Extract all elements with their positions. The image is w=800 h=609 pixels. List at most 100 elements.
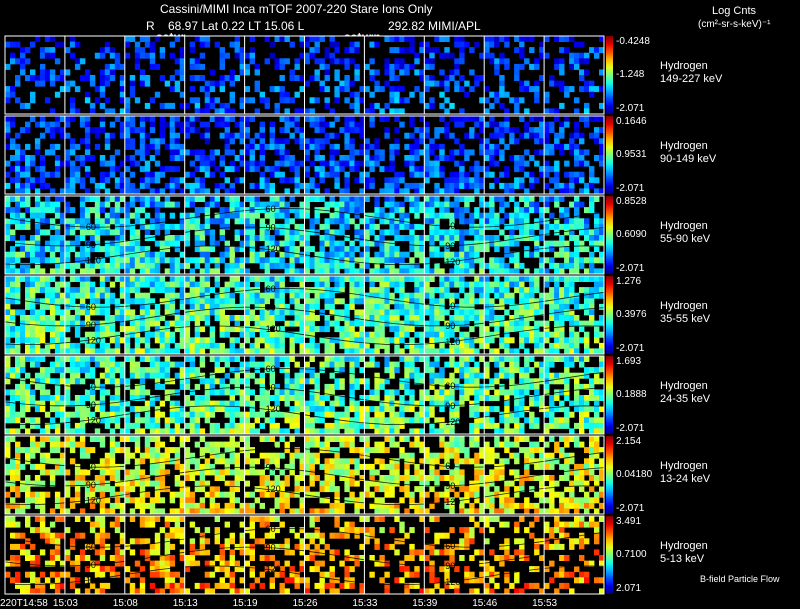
heatmap-cell bbox=[394, 149, 400, 156]
heatmap-cell bbox=[144, 229, 151, 236]
heatmap-cell bbox=[25, 326, 31, 333]
heatmap-cell bbox=[15, 367, 21, 374]
heatmap-cell bbox=[44, 292, 51, 299]
heatmap-cell bbox=[244, 331, 250, 338]
heatmap-cell bbox=[369, 121, 375, 128]
heatmap-cell bbox=[289, 378, 295, 385]
heatmap-cell bbox=[34, 229, 41, 236]
heatmap-cell bbox=[349, 326, 355, 333]
heatmap-cell bbox=[174, 372, 181, 379]
heatmap-cell bbox=[439, 188, 445, 195]
heatmap-cell bbox=[34, 80, 41, 87]
heatmap-cell bbox=[334, 395, 340, 401]
heatmap-cell bbox=[409, 182, 415, 189]
heatmap-cell bbox=[349, 383, 355, 390]
heatmap-cell bbox=[59, 378, 66, 385]
heatmap-cell bbox=[494, 63, 500, 70]
heatmap-cell bbox=[109, 320, 116, 327]
heatmap-cell bbox=[469, 281, 475, 288]
heatmap-cell bbox=[229, 251, 235, 258]
heatmap-cell bbox=[344, 262, 350, 269]
heatmap-cell bbox=[524, 348, 530, 355]
heatmap-cell bbox=[109, 257, 116, 264]
heatmap-cell bbox=[509, 281, 515, 288]
heatmap-cell bbox=[434, 218, 440, 225]
heatmap-cell bbox=[274, 303, 280, 310]
heatmap-cell bbox=[169, 287, 176, 294]
heatmap-cell bbox=[389, 262, 395, 269]
heatmap-cell bbox=[224, 383, 230, 390]
heatmap-cell bbox=[309, 52, 315, 59]
heatmap-cell bbox=[69, 367, 76, 374]
heatmap-cell bbox=[44, 315, 51, 321]
heatmap-cell bbox=[504, 116, 510, 122]
heatmap-cell bbox=[439, 212, 445, 219]
heatmap-cell bbox=[164, 102, 171, 109]
heatmap-cell bbox=[184, 218, 191, 225]
heatmap-cell bbox=[299, 320, 305, 327]
heatmap-cell bbox=[39, 212, 46, 219]
heatmap-cell bbox=[10, 138, 16, 145]
heatmap-cell bbox=[279, 75, 285, 81]
heatmap-cell bbox=[279, 196, 285, 202]
heatmap-cell bbox=[494, 91, 500, 98]
heatmap-cell bbox=[529, 223, 535, 230]
heatmap-cell bbox=[484, 276, 490, 282]
heatmap-cell bbox=[274, 383, 280, 390]
heatmap-cell bbox=[534, 251, 540, 258]
heatmap-cell bbox=[314, 292, 320, 299]
heatmap-cell bbox=[264, 320, 270, 327]
heatmap-cell bbox=[109, 292, 116, 299]
heatmap-cell bbox=[269, 367, 275, 374]
heatmap-cell bbox=[574, 348, 580, 355]
heatmap-cell bbox=[294, 188, 300, 195]
heatmap-cell bbox=[449, 201, 455, 208]
heatmap-cell bbox=[149, 395, 156, 401]
heatmap-cell bbox=[264, 348, 270, 355]
heatmap-cell bbox=[294, 182, 300, 189]
heatmap-cell bbox=[384, 251, 390, 258]
heatmap-cell bbox=[204, 309, 211, 316]
heatmap-cell bbox=[394, 298, 400, 305]
heatmap-cell bbox=[314, 395, 320, 401]
heatmap-cell bbox=[254, 80, 260, 87]
heatmap-cell bbox=[279, 240, 285, 247]
heatmap-cell bbox=[269, 262, 275, 269]
heatmap-cell bbox=[234, 287, 240, 294]
heatmap-cell bbox=[554, 177, 560, 184]
heatmap-cell bbox=[354, 411, 360, 418]
heatmap-cell bbox=[134, 207, 141, 214]
heatmap-cell bbox=[544, 149, 550, 156]
heatmap-cell bbox=[269, 121, 275, 128]
heatmap-cell bbox=[394, 143, 400, 150]
heatmap-cell bbox=[154, 240, 161, 247]
heatmap-cell bbox=[494, 97, 500, 104]
heatmap-cell bbox=[369, 108, 375, 115]
heatmap-cell bbox=[34, 315, 41, 321]
heatmap-cell bbox=[179, 127, 186, 134]
heatmap-cell bbox=[44, 121, 51, 128]
heatmap-cell bbox=[84, 171, 91, 178]
contour-label: 90 bbox=[86, 320, 96, 330]
heatmap-cell bbox=[554, 315, 560, 321]
heatmap-cell bbox=[264, 58, 270, 65]
heatmap-cell bbox=[459, 171, 465, 178]
heatmap-cell bbox=[259, 378, 265, 385]
heatmap-cell bbox=[564, 188, 570, 195]
heatmap-cell bbox=[104, 97, 111, 104]
heatmap-cell bbox=[454, 188, 460, 195]
heatmap-cell bbox=[339, 188, 345, 195]
heatmap-cell bbox=[114, 389, 121, 396]
heatmap-cell bbox=[269, 52, 275, 59]
heatmap-cell bbox=[159, 331, 166, 338]
heatmap-cell bbox=[214, 97, 220, 104]
heatmap-cell bbox=[449, 320, 455, 327]
heatmap-cell bbox=[214, 378, 220, 385]
heatmap-cell bbox=[309, 298, 315, 305]
heatmap-cell bbox=[294, 428, 300, 435]
heatmap-cell bbox=[10, 281, 16, 288]
heatmap-cell bbox=[234, 372, 240, 379]
heatmap-cell bbox=[419, 127, 425, 134]
heatmap-cell bbox=[199, 326, 206, 333]
heatmap-cell bbox=[15, 58, 21, 65]
